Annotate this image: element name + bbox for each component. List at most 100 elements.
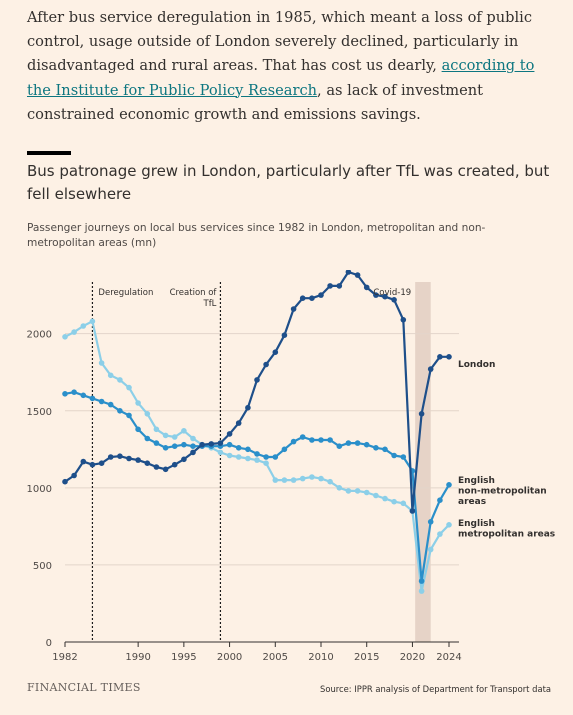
data-point-2-2002 [245, 455, 251, 462]
data-point-1-1982 [62, 391, 68, 397]
data-point-0-1986 [98, 460, 105, 466]
data-point-2-2006 [281, 477, 288, 483]
data-point-1-1983 [71, 389, 77, 395]
data-point-0-2021 [418, 411, 425, 417]
data-point-1-2024 [446, 482, 452, 488]
x-tick-label-2020: 2020 [400, 652, 425, 663]
data-point-0-2007 [290, 306, 297, 312]
data-point-0-1992 [153, 464, 160, 470]
data-point-0-2012 [336, 283, 343, 289]
data-point-1-1988 [117, 408, 123, 414]
data-point-0-2005 [272, 349, 279, 355]
data-point-1-2003 [254, 451, 260, 457]
series-label-1: English [458, 476, 495, 486]
data-point-1-2012 [336, 443, 343, 449]
data-point-2-2010 [318, 475, 324, 482]
data-point-0-1993 [162, 466, 169, 473]
data-point-2-2018 [391, 498, 397, 505]
data-point-1-2009 [309, 437, 315, 443]
x-tick-label-2015: 2015 [354, 652, 379, 663]
data-point-1-2015 [363, 441, 370, 448]
data-point-2-1988 [117, 377, 123, 383]
x-tick-label-1995: 1995 [171, 652, 196, 663]
data-point-1-1990 [135, 426, 141, 433]
intro-text-after: , as lack of investment constrained econ… [27, 81, 484, 123]
data-point-2-2001 [235, 454, 242, 460]
data-point-1-2006 [281, 446, 288, 453]
data-point-0-2018 [391, 297, 397, 303]
data-point-1-2014 [354, 440, 361, 446]
annotation-label-0: Deregulation [98, 288, 153, 298]
data-point-2-2012 [336, 485, 343, 491]
ft-logo: FINANCIAL TIMES [27, 681, 141, 694]
chart-title: Bus patronage grew in London, particular… [27, 162, 550, 203]
data-point-0-2009 [309, 295, 315, 301]
data-point-2-2000 [226, 452, 233, 459]
data-point-0-1991 [144, 460, 151, 466]
data-point-0-2023 [437, 354, 443, 360]
data-point-2-2009 [309, 474, 315, 480]
data-point-0-1997 [199, 441, 205, 448]
data-point-2-2008 [299, 475, 306, 482]
data-point-2-2024 [446, 522, 452, 528]
data-point-1-1991 [144, 435, 151, 442]
data-point-2-1985 [89, 318, 96, 325]
data-point-0-2024 [446, 354, 452, 360]
data-point-2-1993 [162, 432, 169, 439]
data-point-0-2006 [281, 332, 288, 338]
series-label-0: London [458, 360, 495, 370]
data-point-0-2022 [427, 366, 434, 372]
data-point-0-1985 [89, 461, 96, 468]
data-point-2-2023 [437, 531, 443, 537]
data-point-1-2010 [318, 437, 324, 443]
data-point-1-2001 [235, 445, 242, 451]
y-tick-label-500: 500 [33, 561, 52, 572]
data-point-0-2004 [263, 361, 269, 368]
data-point-2-1996 [190, 435, 196, 442]
data-point-0-1988 [117, 453, 123, 459]
data-point-0-2019 [400, 317, 407, 323]
annotation-label-1: TfL [203, 299, 217, 309]
chart-top-rule [27, 151, 71, 155]
data-point-0-1984 [80, 458, 87, 465]
ippr-link[interactable]: according to the Institute for Public Po… [27, 57, 535, 99]
data-point-1-1996 [190, 443, 196, 449]
chart-subtitle: Passenger journeys on local bus services… [27, 222, 486, 249]
data-point-1-2023 [437, 497, 443, 503]
data-point-2-1983 [71, 329, 77, 335]
data-point-1-2011 [327, 437, 333, 443]
data-point-2-2015 [363, 489, 370, 496]
data-point-1-2002 [245, 446, 251, 453]
data-point-0-1982 [62, 478, 68, 485]
data-point-1-2022 [427, 519, 434, 525]
data-point-2-1992 [153, 426, 160, 433]
series-label-2: metropolitan areas [458, 530, 555, 540]
data-point-1-2005 [272, 454, 279, 460]
y-tick-label-2000: 2000 [27, 330, 52, 341]
data-point-1-1995 [181, 441, 187, 448]
data-point-2-2005 [272, 477, 279, 483]
data-point-0-2011 [327, 283, 333, 289]
data-point-0-1994 [171, 461, 178, 468]
data-point-1-2007 [290, 438, 297, 445]
data-point-2-1994 [171, 434, 178, 440]
series-line-0 [64, 270, 449, 513]
data-point-1-2013 [345, 440, 352, 446]
data-point-0-2003 [254, 377, 260, 383]
data-point-0-2002 [245, 404, 251, 411]
x-tick-label-2000: 2000 [217, 652, 242, 663]
data-point-1-1994 [171, 443, 178, 449]
data-point-1-2018 [391, 452, 397, 459]
data-point-1-2019 [400, 454, 407, 460]
data-point-2-1995 [181, 428, 187, 434]
data-point-2-1989 [126, 384, 132, 391]
data-point-2-1991 [144, 411, 151, 417]
data-point-0-2008 [299, 295, 306, 301]
data-point-1-2004 [263, 454, 269, 460]
data-point-2-2007 [290, 477, 297, 483]
series-label-1: areas [458, 497, 486, 507]
annotation-label-1: Creation of [170, 288, 218, 298]
data-point-0-2014 [354, 272, 361, 278]
data-point-2-2014 [354, 488, 361, 494]
